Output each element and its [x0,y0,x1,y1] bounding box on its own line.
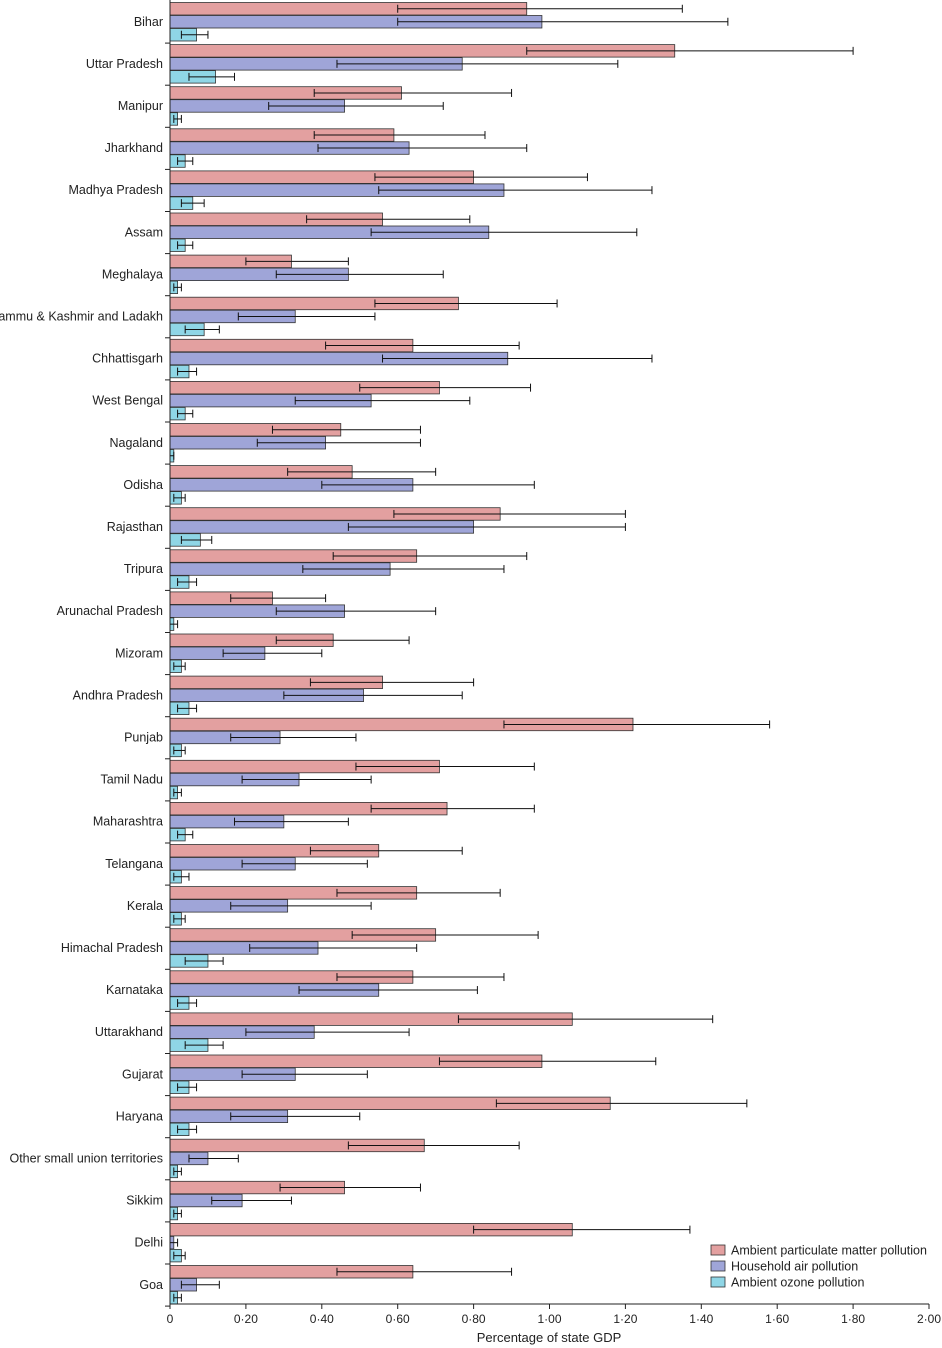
state-label: Goa [139,1278,163,1292]
state-label: Chhattisgarh [92,352,163,366]
state-label: Mizoram [115,646,163,660]
legend-swatch [710,1276,726,1288]
legend: Ambient particulate matter pollution Hous… [710,1244,927,1290]
x-axis-label: Percentage of state GDP [477,1330,622,1345]
x-tick-label: 2·00 [917,1312,941,1326]
legend-swatch [710,1260,726,1272]
x-tick-label: 0·60 [386,1312,410,1326]
state-label: Jammu & Kashmir and Ladakh [0,309,163,323]
state-label: Tamil Nadu [100,773,163,787]
state-label: West Bengal [92,394,163,408]
x-tick-label: 0 [167,1312,174,1326]
state-label: Rajasthan [107,520,163,534]
state-label: Meghalaya [102,267,163,281]
state-label: Nagaland [109,436,163,450]
state-label: Haryana [116,1109,163,1123]
state-label: Sikkim [126,1194,163,1208]
bars [169,2,854,1305]
x-tick-label: 1·60 [765,1312,789,1326]
state-label: Delhi [135,1236,164,1250]
state-label: Uttar Pradesh [86,57,163,71]
state-label: Punjab [124,730,163,744]
state-label: Madhya Pradesh [68,183,163,197]
x-tick-label: 0·20 [234,1312,258,1326]
x-tick-label: 1·80 [841,1312,865,1326]
state-label: Gujarat [122,1067,164,1081]
legend-label: Ambient ozone pollution [731,1276,864,1290]
state-label: Maharashtra [93,815,163,829]
state-label: Himachal Pradesh [61,941,163,955]
state-label: Bihar [134,15,163,29]
x-tick-label: 1·00 [537,1312,561,1326]
state-label: Other small union territories [9,1151,163,1165]
state-label: Jharkhand [105,141,163,155]
state-label: Telangana [105,857,163,871]
state-label: Tripura [124,562,163,576]
state-label: Andhra Pradesh [73,688,163,702]
state-label: Uttarakhand [95,1025,163,1039]
x-tick-label: 0·40 [310,1312,334,1326]
state-label: Arunachal Pradesh [57,604,163,618]
state-label: Karnataka [106,983,163,997]
x-tick-label: 1·20 [613,1312,637,1326]
x-tick-label: 0·80 [462,1312,486,1326]
legend-label: Household air pollution [731,1260,858,1274]
state-label: Kerala [127,899,163,913]
legend-label: Ambient particulate matter pollution [731,1244,927,1258]
legend-swatch [710,1244,726,1256]
x-tick-label: 1·40 [689,1312,713,1326]
state-label: Odisha [123,478,163,492]
state-label: Assam [125,225,163,239]
state-label: Manipur [118,99,163,113]
